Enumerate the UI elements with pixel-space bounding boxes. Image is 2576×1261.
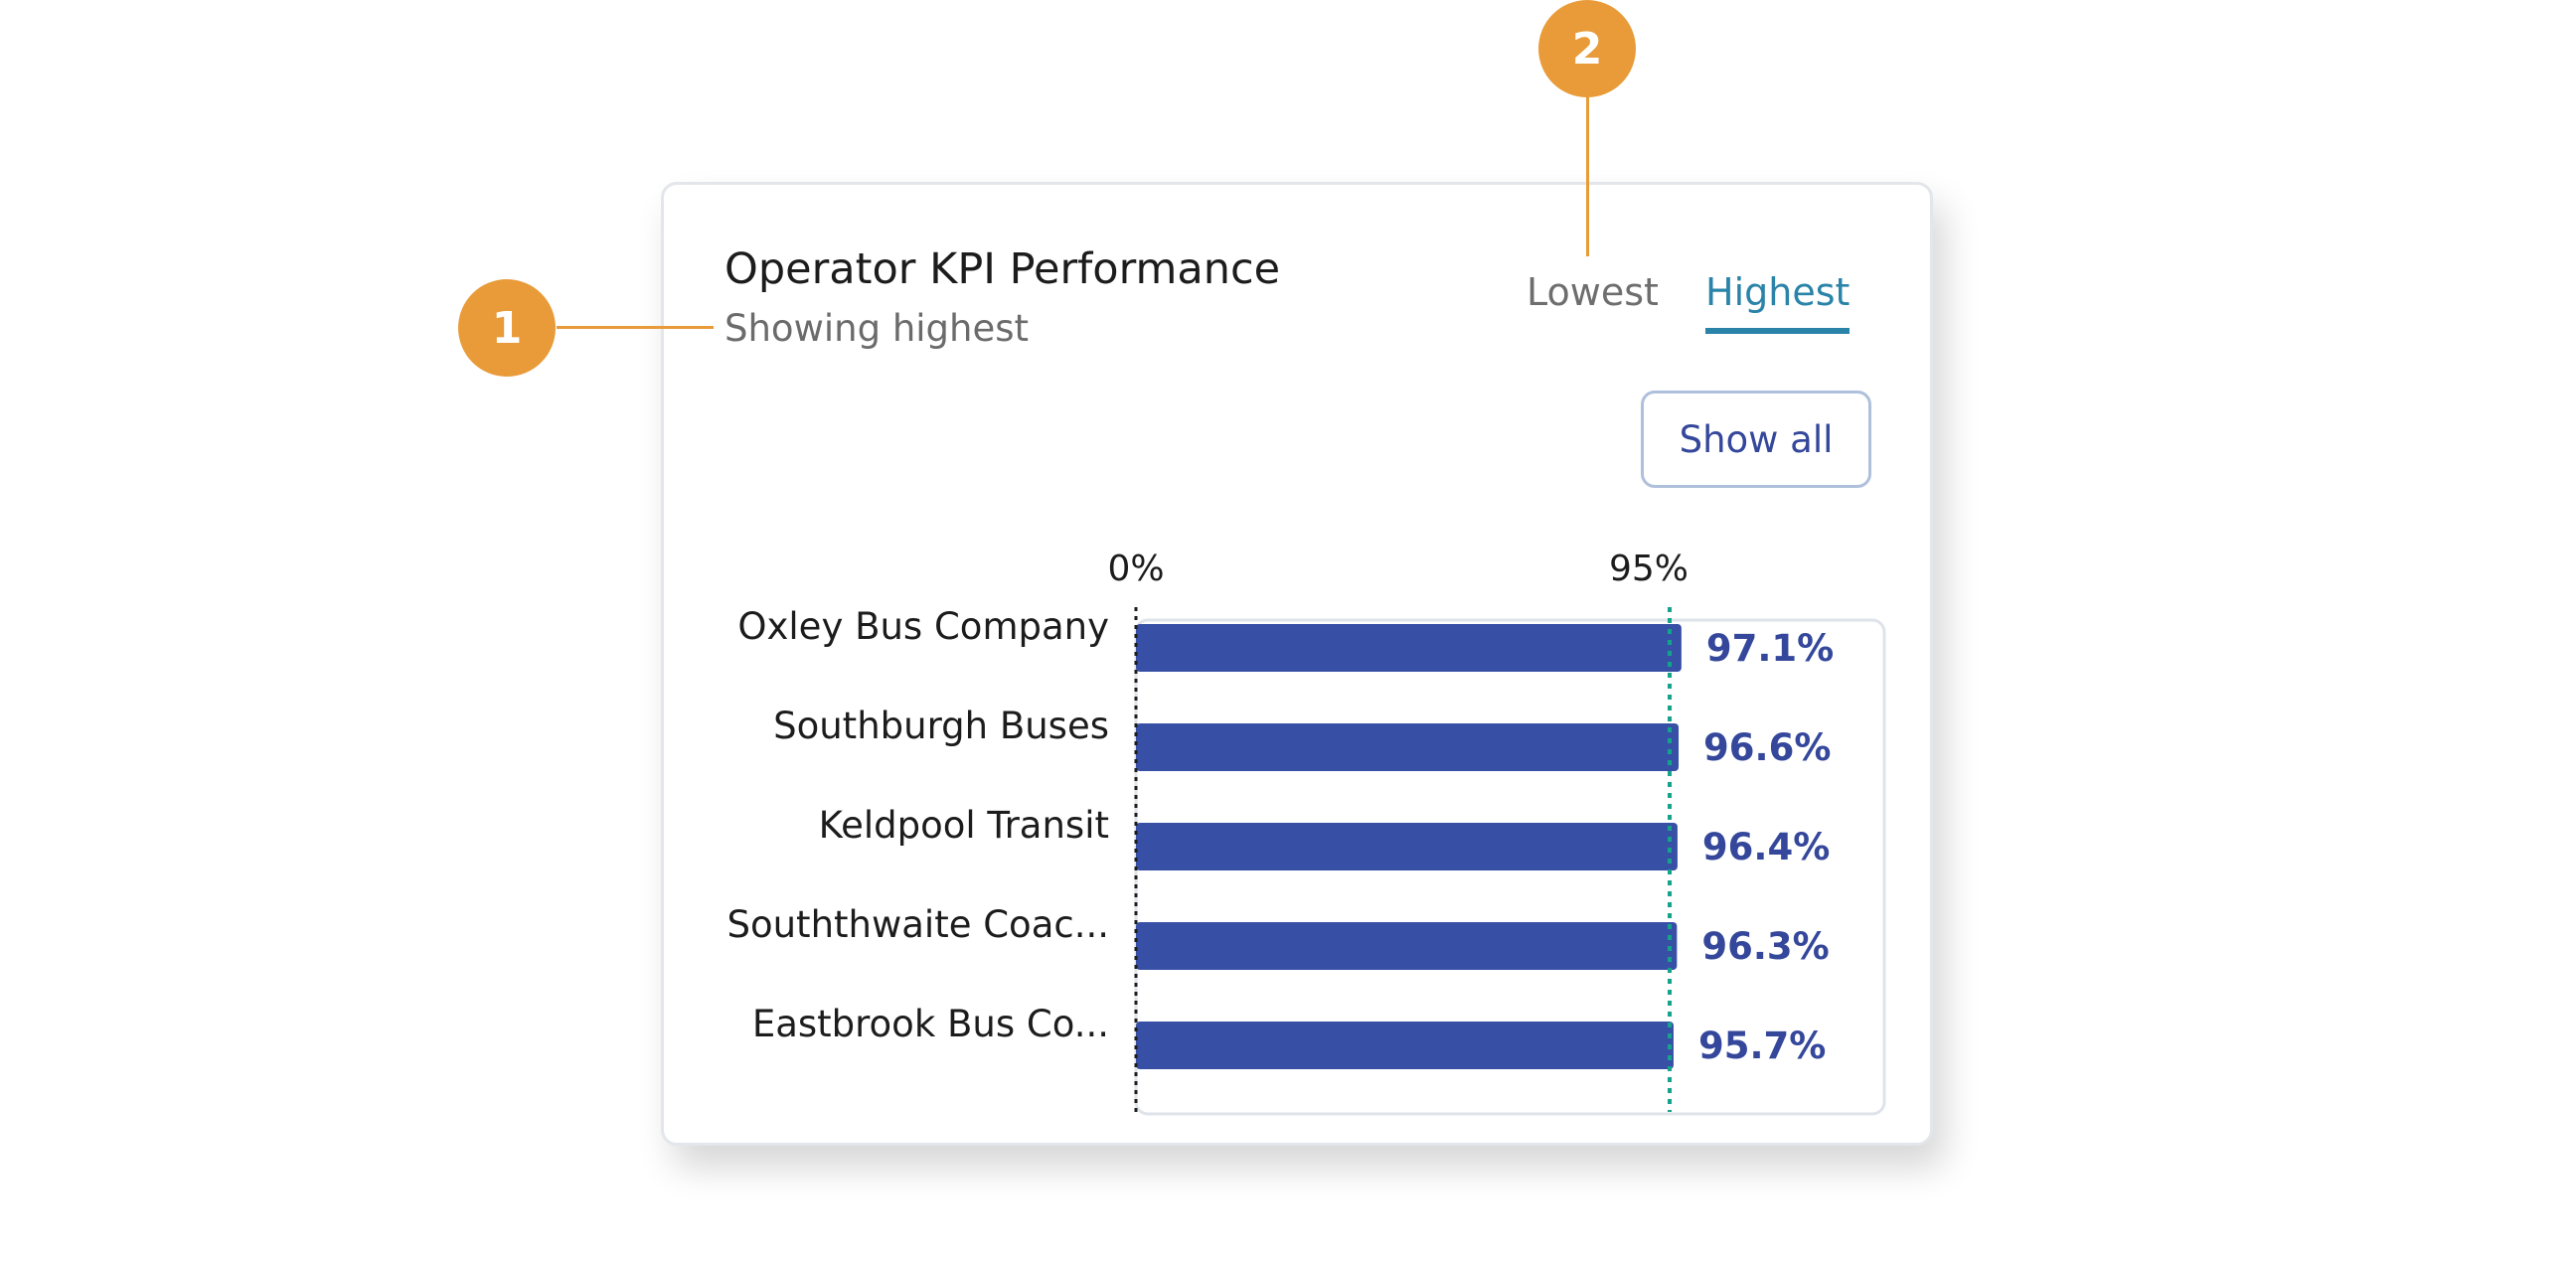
bar-value-label: 96.4% <box>1702 826 1830 868</box>
axis-label-target: 95% <box>1609 549 1689 589</box>
kpi-bar-chart: 0% 95% Oxley Bus Company 97.1% Southburgh … <box>726 549 1886 1116</box>
bar-value-label: 96.3% <box>1701 925 1829 968</box>
card-subtitle: Showing highest <box>724 307 1030 350</box>
bar <box>1136 624 1682 672</box>
sort-tabs: Lowest Highest <box>1527 270 1884 340</box>
show-all-button[interactable]: Show all <box>1641 391 1871 488</box>
bar-value-label: 96.6% <box>1703 726 1831 769</box>
tab-highest[interactable]: Highest <box>1705 270 1851 334</box>
callout-2-leader <box>1586 94 1589 256</box>
callout-2-badge: 2 <box>1538 0 1636 97</box>
tab-lowest[interactable]: Lowest <box>1527 270 1659 314</box>
bar <box>1136 823 1678 870</box>
bar-value-label: 95.7% <box>1698 1025 1826 1067</box>
bar-category-label: Keldpool Transit <box>819 804 1109 847</box>
bar-category-label: Eastbrook Bus Co... <box>752 1003 1109 1045</box>
bar-value-label: 97.1% <box>1706 627 1834 670</box>
bar-category-label: Souththwaite Coac... <box>726 903 1109 946</box>
bar-category-label: Oxley Bus Company <box>737 605 1109 648</box>
bar <box>1136 723 1680 771</box>
bar <box>1136 1022 1674 1069</box>
callout-1-leader <box>557 326 714 329</box>
callout-1-badge: 1 <box>458 279 556 377</box>
bar-group: Oxley Bus Company 97.1% Southburgh Buses 96… <box>726 605 1834 1069</box>
card-title: Operator KPI Performance <box>724 244 1281 294</box>
axis-label-zero: 0% <box>1107 549 1164 589</box>
kpi-card: Operator KPI Performance Showing highest… <box>661 182 1933 1146</box>
bar-category-label: Southburgh Buses <box>773 705 1109 747</box>
bar <box>1136 922 1678 970</box>
